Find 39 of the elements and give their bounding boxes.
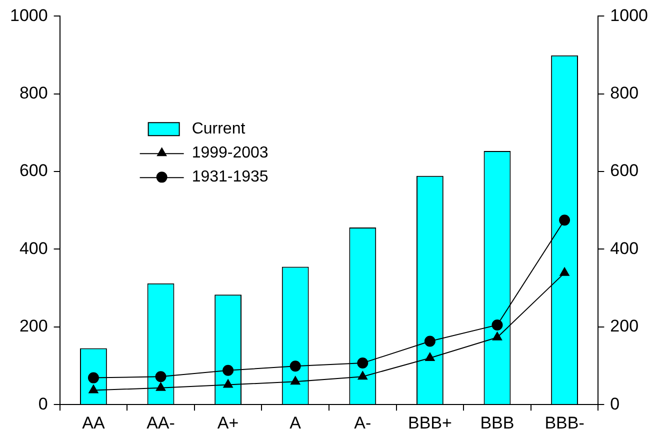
- legend-label: 1999-2003: [192, 144, 268, 162]
- x-tick-label: A-: [354, 413, 372, 432]
- point: [492, 332, 502, 340]
- point: [425, 352, 435, 361]
- y2-tick-label: 800: [610, 84, 639, 103]
- point: [156, 382, 166, 391]
- x-tick-label: BBB: [480, 413, 514, 432]
- point: [155, 371, 166, 382]
- y2-tick-label: 200: [610, 316, 639, 336]
- x-tick-label: AA: [82, 413, 106, 432]
- y2-tick-label: 400: [610, 238, 639, 258]
- point: [88, 372, 99, 384]
- point: [358, 371, 368, 380]
- y-tick-label: 800: [19, 84, 48, 103]
- point: [290, 360, 301, 372]
- x-tick-label: BBB+: [408, 413, 452, 432]
- legend-label: 1931-1935: [192, 168, 268, 186]
- x-tick-label: A+: [217, 413, 239, 432]
- x-tick-label: A: [290, 413, 302, 432]
- x-tick-label: BBB-: [544, 413, 584, 432]
- y2-tick-label: 0: [610, 394, 620, 414]
- point: [559, 214, 570, 226]
- y2-tick-label: 1000: [610, 6, 648, 25]
- point: [223, 379, 233, 388]
- y-tick-label: 1000: [10, 6, 48, 25]
- point: [560, 267, 570, 276]
- y-tick-label: 400: [19, 238, 48, 258]
- y-tick-label: 200: [19, 316, 48, 336]
- y-tick-label: 0: [38, 394, 48, 414]
- point: [222, 364, 234, 376]
- legend-label: Current: [192, 120, 246, 138]
- point: [357, 358, 368, 369]
- y-tick-label: 600: [19, 161, 48, 180]
- point: [492, 319, 503, 330]
- point: [424, 336, 436, 347]
- y2-tick-label: 600: [610, 161, 639, 180]
- x-tick-label: AA-: [146, 413, 175, 432]
- point: [88, 384, 98, 394]
- point: [290, 376, 300, 385]
